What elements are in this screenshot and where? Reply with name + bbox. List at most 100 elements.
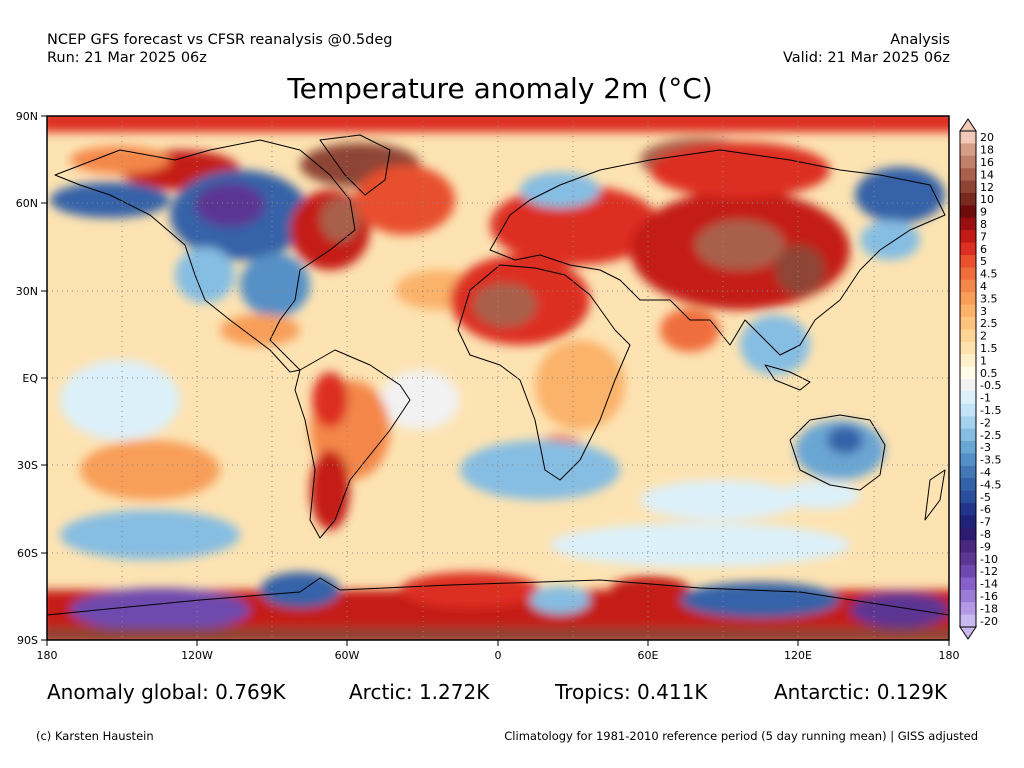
colorbar-swatch — [960, 205, 976, 219]
colorbar-label: 2 — [980, 330, 987, 343]
colorbar-label: -7 — [980, 516, 991, 529]
colorbar-label: 12 — [980, 181, 994, 194]
colorbar-label: 9 — [980, 206, 987, 219]
colorbar-label: 1.5 — [980, 342, 998, 355]
colorbar-swatch — [960, 527, 976, 541]
colorbar-swatch — [960, 465, 976, 479]
colorbar-top-arrow-icon — [959, 118, 977, 132]
colorbar-label: -9 — [980, 540, 991, 553]
colorbar-label: 4 — [980, 280, 987, 293]
colorbar-swatch — [960, 242, 976, 256]
colorbar-swatch — [960, 354, 976, 367]
colorbar-swatch — [960, 441, 976, 454]
colorbar-label: -3 — [980, 441, 991, 454]
run-time: Run: 21 Mar 2025 06z — [47, 50, 207, 66]
colorbar-swatch — [960, 478, 976, 491]
lat-label-60s: 60S — [17, 547, 38, 560]
colorbar-label: -10 — [980, 553, 998, 566]
colorbar-label: 5 — [980, 255, 987, 268]
colorbar-label: 7 — [980, 230, 987, 243]
colorbar-swatch — [960, 503, 976, 516]
lat-label-60n: 60N — [16, 197, 38, 210]
lon-label-180e: 180 — [939, 649, 960, 662]
model-description: NCEP GFS forecast vs CFSR reanalysis @0.… — [47, 32, 393, 48]
copyright: (c) Karsten Haustein — [36, 729, 154, 743]
colorbar-swatch — [960, 143, 976, 157]
antarctic-anomaly: Antarctic: 0.129K — [774, 680, 948, 704]
colorbar-label: -14 — [980, 578, 998, 591]
colorbar-label: -18 — [980, 602, 998, 615]
colorbar-swatch — [960, 329, 976, 343]
climatology-note: Climatology for 1981-2010 reference peri… — [504, 729, 978, 743]
axis-ticks — [41, 115, 950, 646]
colorbar-swatch — [960, 304, 976, 318]
colorbar-swatch — [960, 565, 976, 578]
colorbar: 201816141210987654.543.532.521.510.5-0.5… — [959, 118, 1001, 640]
arctic-anomaly: Arctic: 1.272K — [349, 680, 490, 704]
colorbar-label: -1.5 — [980, 404, 1001, 417]
colorbar-swatch — [960, 341, 976, 355]
colorbar-label: -12 — [980, 565, 998, 578]
colorbar-label: 3 — [980, 305, 987, 318]
colorbar-label: 1 — [980, 354, 987, 367]
colorbar-swatch — [960, 379, 976, 392]
colorbar-label: -2 — [980, 416, 991, 429]
lat-label-eq: EQ — [22, 372, 38, 385]
header-right: Analysis Valid: 21 Mar 2025 06z — [783, 31, 950, 67]
lon-label-60w: 60W — [335, 649, 360, 662]
colorbar-label: -16 — [980, 590, 998, 603]
colorbar-swatch — [960, 292, 976, 305]
coastlines — [47, 134, 949, 616]
colorbar-swatch — [960, 416, 976, 429]
colorbar-bottom-arrow-icon — [959, 626, 977, 640]
colorbar-swatch — [960, 155, 976, 169]
colorbar-label: 16 — [980, 156, 994, 169]
colorbar-label: 20 — [980, 131, 994, 144]
colorbar-swatch — [960, 180, 976, 194]
anomaly-field — [47, 116, 949, 640]
colorbar-label: 6 — [980, 243, 987, 256]
colorbar-label: 4.5 — [980, 268, 998, 281]
colorbar-label: 8 — [980, 218, 987, 231]
colorbar-label: -5 — [980, 491, 991, 504]
lat-label-30n: 30N — [16, 285, 38, 298]
colorbar-label: 10 — [980, 193, 994, 206]
colorbar-label: -6 — [980, 503, 991, 516]
colorbar-swatch — [960, 279, 976, 293]
colorbar-swatch — [960, 428, 976, 442]
colorbar-label: 0.5 — [980, 367, 998, 380]
lon-label-180w: 180 — [37, 649, 58, 662]
colorbar-swatch — [960, 217, 976, 231]
lat-label-90n: 90N — [16, 110, 38, 123]
colorbar-swatch — [960, 168, 976, 181]
global-anomaly: Anomaly global: 0.769K — [47, 680, 286, 704]
lon-label-60e: 60E — [638, 649, 659, 662]
lat-label-30s: 30S — [17, 459, 38, 472]
colorbar-label: -4.5 — [980, 478, 1001, 491]
colorbar-swatch — [960, 515, 976, 529]
colorbar-swatch — [960, 453, 976, 467]
colorbar-label: -0.5 — [980, 379, 1001, 392]
colorbar-swatch — [960, 193, 976, 206]
longitude-labels: 180 120W 60W 0 60E 120E 180 — [37, 649, 960, 662]
colorbar-label: -3.5 — [980, 454, 1001, 467]
lon-label-120w: 120W — [181, 649, 213, 662]
colorbar-swatch — [960, 577, 976, 591]
colorbar-swatch — [960, 614, 976, 628]
analysis-label: Analysis — [890, 32, 950, 48]
colorbar-label: 14 — [980, 168, 994, 181]
colorbar-swatch — [960, 602, 976, 615]
lat-label-90s: 90S — [17, 634, 38, 647]
lon-label-120e: 120E — [784, 649, 812, 662]
colorbar-swatch — [960, 403, 976, 417]
colorbar-label: -8 — [980, 528, 991, 541]
colorbar-swatch — [960, 391, 976, 405]
lon-label-0: 0 — [495, 649, 502, 662]
tropics-anomaly: Tropics: 0.411K — [555, 680, 708, 704]
colorbar-label: -2.5 — [980, 429, 1001, 442]
colorbar-label: 18 — [980, 144, 994, 157]
colorbar-swatch — [960, 255, 976, 268]
colorbar-swatch — [960, 540, 976, 553]
colorbar-frame — [959, 130, 977, 628]
